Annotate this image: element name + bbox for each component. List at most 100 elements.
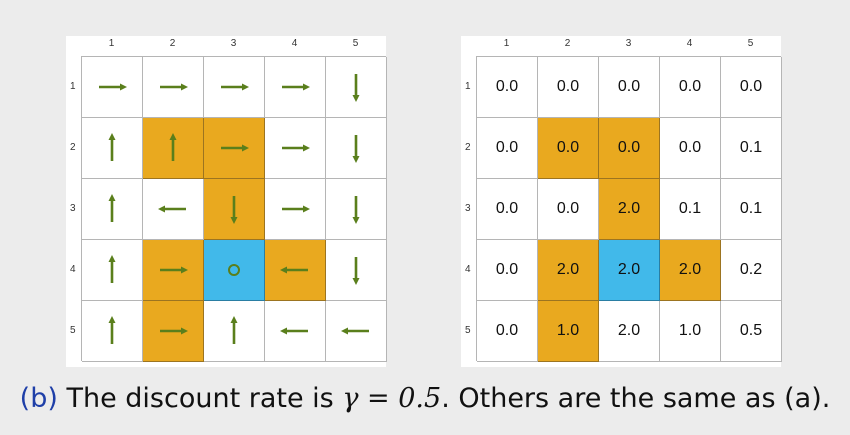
grid-cell-2-2-forbidden: 0.0: [538, 118, 599, 179]
state-value-text: 0.0: [617, 139, 641, 156]
arrow-down-icon: [352, 257, 360, 285]
state-value-text: 0.2: [739, 261, 763, 278]
state-value-text: 0.0: [617, 78, 641, 95]
grid-cell-3-3-forbidden: [204, 179, 265, 240]
row-label: 2: [70, 142, 76, 153]
state-value-text: 1.0: [678, 322, 702, 339]
state-value-text: 0.1: [678, 200, 702, 217]
grid-cell-1-1: [82, 57, 143, 118]
grid-cell-3-2: 0.0: [538, 179, 599, 240]
arrow-right-icon: [221, 144, 249, 152]
grid-cell-1-2: [143, 57, 204, 118]
policy-grid-panel: 1 2 3 4 5 1 2 3 4 5: [66, 36, 387, 367]
row-label: 1: [70, 81, 76, 92]
state-value-text: 2.0: [678, 261, 702, 278]
state-value-text: 2.0: [617, 322, 641, 339]
grid-cell-1-4: [265, 57, 326, 118]
grid-cell-1-5: [326, 57, 387, 118]
grid-cell-5-2-forbidden: 1.0: [538, 301, 599, 362]
arrow-up-icon: [230, 316, 238, 344]
row-label: 3: [465, 203, 471, 214]
arrow-left-icon: [158, 205, 186, 213]
grid-cell-4-1: [82, 240, 143, 301]
grid-cell-2-1: [82, 118, 143, 179]
arrow-down-icon: [352, 135, 360, 163]
row-label: 4: [70, 264, 76, 275]
state-value-text: 0.1: [739, 139, 763, 156]
grid-cell-4-4-forbidden: [265, 240, 326, 301]
policy-grid: [81, 56, 387, 362]
arrow-right-icon: [282, 144, 310, 152]
caption-text-after: . Others are the same as (a).: [441, 383, 831, 414]
caption-math: γ = 0.5: [342, 383, 442, 414]
caption-label: (b): [19, 383, 58, 414]
arrow-right-icon: [160, 327, 188, 335]
arrow-up-icon: [108, 255, 116, 283]
column-label: 2: [169, 38, 176, 49]
arrow-left-icon: [341, 327, 369, 335]
grid-cell-3-5: 0.1: [721, 179, 782, 240]
grid-cell-2-4: 0.0: [660, 118, 721, 179]
state-value-text: 0.0: [495, 200, 519, 217]
grid-cell-1-1: 0.0: [477, 57, 538, 118]
grid-cell-4-5: 0.2: [721, 240, 782, 301]
grid-cell-2-3-forbidden: 0.0: [599, 118, 660, 179]
arrow-right-icon: [282, 83, 310, 91]
state-value-text: 0.0: [556, 139, 580, 156]
state-value-grid: 0.0 0.0 0.0 0.0 0.0 0.0 0.0 0.0 0.0 0.1 0.0 0.0 2.0 0…: [476, 56, 782, 362]
grid-cell-5-5: [326, 301, 387, 362]
state-value-text: 0.0: [556, 78, 580, 95]
column-label: 1: [503, 38, 510, 49]
state-value-text: 0.0: [495, 139, 519, 156]
grid-cell-5-3: [204, 301, 265, 362]
state-value-text: 0.0: [495, 261, 519, 278]
arrow-right-icon: [282, 205, 310, 213]
arrow-right-icon: [160, 266, 188, 274]
arrow-up-icon: [169, 133, 177, 161]
grid-cell-5-1: [82, 301, 143, 362]
grid-cell-3-2: [143, 179, 204, 240]
row-label: 4: [465, 264, 471, 275]
grid-cell-5-1: 0.0: [477, 301, 538, 362]
state-value-text: 0.0: [678, 139, 702, 156]
state-value-text: 0.0: [739, 78, 763, 95]
state-value-text: 2.0: [617, 200, 641, 217]
grid-cell-2-2-forbidden: [143, 118, 204, 179]
grid-cell-4-4-forbidden: 2.0: [660, 240, 721, 301]
arrow-right-icon: [99, 83, 127, 91]
column-label: 1: [108, 38, 115, 49]
row-label: 5: [465, 325, 471, 336]
state-value-text: 0.0: [678, 78, 702, 95]
grid-cell-2-4: [265, 118, 326, 179]
state-value-text: 0.5: [739, 322, 763, 339]
arrow-up-icon: [108, 194, 116, 222]
caption-text-before: The discount rate is: [57, 383, 343, 414]
column-label: 2: [564, 38, 571, 49]
state-value-text: 0.0: [556, 200, 580, 217]
state-value-text: 0.1: [739, 200, 763, 217]
row-label: 2: [465, 142, 471, 153]
state-value-text: 0.0: [495, 78, 519, 95]
grid-cell-4-3-target: [204, 240, 265, 301]
grid-cell-3-4: [265, 179, 326, 240]
state-value-grid-panel: 0.0 0.0 0.0 0.0 0.0 0.0 0.0 0.0 0.0 0.1 0.0 0.0 2.0 0…: [461, 36, 782, 367]
arrow-up-icon: [108, 316, 116, 344]
grid-cell-5-4: [265, 301, 326, 362]
grid-cell-1-3: [204, 57, 265, 118]
grid-cell-2-1: 0.0: [477, 118, 538, 179]
figure-caption: (b) The discount rate is γ = 0.5. Others…: [0, 383, 850, 414]
grid-cell-5-4: 1.0: [660, 301, 721, 362]
state-value-text: 2.0: [617, 261, 641, 278]
grid-cell-1-4: 0.0: [660, 57, 721, 118]
grid-cell-4-2-forbidden: 2.0: [538, 240, 599, 301]
stay-circle-icon: [228, 264, 240, 276]
grid-cell-5-3: 2.0: [599, 301, 660, 362]
row-label: 3: [70, 203, 76, 214]
grid-cell-1-5: 0.0: [721, 57, 782, 118]
grid-cell-3-1: [82, 179, 143, 240]
grid-cell-5-2-forbidden: [143, 301, 204, 362]
arrow-left-icon: [280, 327, 308, 335]
grid-cell-5-5: 0.5: [721, 301, 782, 362]
grid-cell-2-3-forbidden: [204, 118, 265, 179]
grid-cell-4-3-target: 2.0: [599, 240, 660, 301]
